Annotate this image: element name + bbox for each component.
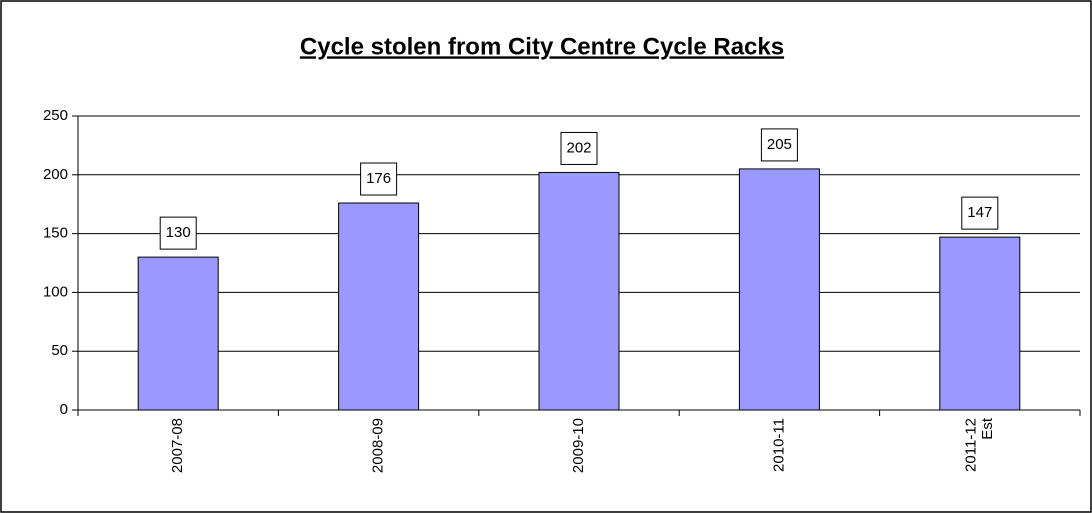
x-tick-label: 2007-08 [169, 418, 186, 473]
data-label-box [560, 131, 598, 165]
x-tick-label: 2008-09 [370, 418, 387, 473]
data-label-box [159, 216, 197, 250]
bar [137, 256, 219, 411]
y-tick-label: 250 [43, 107, 68, 124]
bar [939, 236, 1021, 411]
bar [538, 171, 620, 411]
data-label: 130 [166, 224, 191, 241]
data-label-box [360, 162, 398, 196]
data-label: 202 [566, 139, 591, 156]
data-label-box [961, 196, 999, 230]
x-tick-label: 2010-11 [770, 418, 787, 472]
data-label: 176 [366, 170, 391, 187]
x-tick-label: 2011-12Est [963, 417, 997, 472]
y-tick-label: 150 [43, 225, 68, 242]
y-tick-label: 50 [51, 342, 68, 359]
x-tick-label: 2009-10 [570, 418, 587, 473]
data-label-box [760, 128, 798, 162]
data-label: 147 [967, 204, 992, 221]
data-label: 205 [767, 136, 792, 153]
bar [738, 168, 820, 411]
y-tick-label: 200 [43, 166, 68, 183]
chart-title: Cycle stolen from City Centre Cycle Rack… [300, 33, 784, 60]
y-tick-label: 0 [60, 401, 68, 418]
bar [338, 202, 420, 411]
y-tick-label: 100 [43, 283, 68, 300]
